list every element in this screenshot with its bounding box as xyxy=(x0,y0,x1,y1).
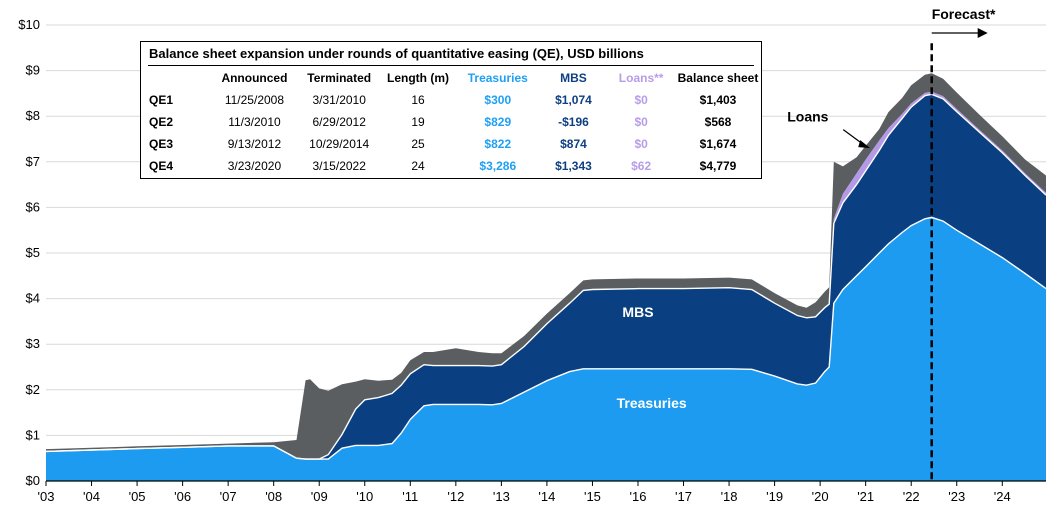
header-terminated: Terminated xyxy=(307,71,372,85)
row-label: QE2 xyxy=(149,115,174,129)
cell-loans: $0 xyxy=(634,115,648,129)
y-tick-label: $4 xyxy=(26,291,40,306)
table-title: Balance sheet expansion under rounds of … xyxy=(149,46,644,61)
forecast-annotation: Forecast* xyxy=(932,6,996,22)
qe-table-grid: Announced Terminated Length (m) Treasuri… xyxy=(149,67,761,177)
cell-treasuries: $3,286 xyxy=(479,159,517,173)
x-tick-label: '19 xyxy=(766,489,783,504)
row-label: QE1 xyxy=(149,93,174,107)
y-tick-label: $2 xyxy=(26,382,40,397)
x-tick-label: '13 xyxy=(493,489,510,504)
cell-mbs: $874 xyxy=(560,137,587,151)
cell-loans: $62 xyxy=(631,159,652,173)
cell-balance-sheet: $1,403 xyxy=(699,93,737,107)
y-tick-label: $10 xyxy=(18,17,40,32)
x-tick-label: '14 xyxy=(538,489,555,504)
x-tick-label: '05 xyxy=(129,489,146,504)
annotations: Loans Forecast* xyxy=(787,6,996,481)
x-tick-label: '17 xyxy=(675,489,692,504)
table-header-row: Announced Terminated Length (m) Treasuri… xyxy=(149,67,761,89)
area-label-mbs: MBS xyxy=(622,304,653,320)
table-row: QE1 11/25/2008 3/31/2010 16 $300 $1,074 … xyxy=(149,89,761,111)
x-tick-label: '18 xyxy=(721,489,738,504)
x-tick-label: '22 xyxy=(903,489,920,504)
cell-length: 24 xyxy=(411,159,425,173)
area-label-treasuries: Treasuries xyxy=(617,395,687,411)
header-loans: Loans** xyxy=(618,71,664,85)
cell-terminated: 6/29/2012 xyxy=(312,115,366,129)
x-tick-label: '08 xyxy=(265,489,282,504)
x-tick-label: '15 xyxy=(584,489,601,504)
area-treasuries xyxy=(46,217,1046,481)
cell-treasuries: $822 xyxy=(484,137,512,151)
axes xyxy=(45,480,1046,486)
cell-mbs: -$196 xyxy=(558,115,589,129)
cell-loans: $0 xyxy=(634,137,648,151)
area-mbs xyxy=(46,94,1046,460)
header-treasuries: Treasuries xyxy=(467,71,528,85)
header-mbs: MBS xyxy=(560,71,587,85)
row-label: QE3 xyxy=(149,137,174,151)
table-divider xyxy=(148,65,754,66)
forecast-arrow-head xyxy=(977,28,988,38)
cell-loans: $0 xyxy=(634,93,648,107)
x-tick-label: '20 xyxy=(812,489,829,504)
header-cell xyxy=(149,67,211,89)
x-tick-label: '09 xyxy=(311,489,328,504)
table-row: QE4 3/23/2020 3/15/2022 24 $3,286 $1,343… xyxy=(149,155,761,177)
table-row: QE3 9/13/2012 10/29/2014 25 $822 $874 $0… xyxy=(149,133,761,155)
x-tick-label: '16 xyxy=(630,489,647,504)
cell-announced: 9/13/2012 xyxy=(227,137,282,151)
cell-terminated: 3/15/2022 xyxy=(312,159,366,173)
series-boundary-line xyxy=(45,93,1047,460)
x-tick-label: '12 xyxy=(447,489,464,504)
x-tick-label: '06 xyxy=(174,489,191,504)
x-tick-label: '10 xyxy=(356,489,373,504)
cell-announced: 3/23/2020 xyxy=(227,159,282,173)
y-tick-label: $9 xyxy=(26,63,40,78)
area-labels: MBS Treasuries xyxy=(617,304,687,411)
cell-length: 25 xyxy=(411,137,425,151)
cell-balance-sheet: $4,779 xyxy=(699,159,737,173)
cell-mbs: $1,074 xyxy=(555,93,592,107)
x-tick-label: '23 xyxy=(948,489,965,504)
x-tick-label: '04 xyxy=(83,489,100,504)
cell-balance-sheet: $1,674 xyxy=(699,137,737,151)
cell-treasuries: $300 xyxy=(484,93,512,107)
x-tick-label: '24 xyxy=(994,489,1011,504)
y-tick-label: $7 xyxy=(26,154,40,169)
y-tick-label: $8 xyxy=(26,108,40,123)
header-balance-sheet: Balance sheet xyxy=(677,71,759,85)
cell-terminated: 10/29/2014 xyxy=(309,137,370,151)
x-tick-label: '03 xyxy=(38,489,55,504)
y-axis-tick-labels: $0 $1 $2 $3 $4 $5 $6 $7 $8 $9 $10 xyxy=(18,17,40,488)
loans-arrow-head xyxy=(858,140,871,149)
table-row: QE2 11/3/2010 6/29/2012 19 $829 -$196 $0… xyxy=(149,111,761,133)
header-announced: Announced xyxy=(221,71,288,85)
x-tick-label: '21 xyxy=(857,489,874,504)
cell-treasuries: $829 xyxy=(484,115,512,129)
x-axis-tick-labels: '03 '04 '05 '06 '07 '08 '09 '10 '11 '12 '13 '14 '15 '… xyxy=(38,489,1011,504)
cell-length: 16 xyxy=(411,93,425,107)
cell-announced: 11/25/2008 xyxy=(224,93,285,107)
cell-announced: 11/3/2010 xyxy=(228,115,281,129)
row-label: QE4 xyxy=(149,159,174,173)
loans-annotation: Loans xyxy=(787,109,828,125)
cell-length: 19 xyxy=(411,115,425,129)
y-tick-label: $1 xyxy=(26,427,40,442)
y-tick-label: $0 xyxy=(26,473,40,488)
y-tick-label: $5 xyxy=(26,245,40,260)
y-tick-label: $6 xyxy=(26,199,40,214)
cell-terminated: 3/31/2010 xyxy=(312,93,366,107)
qe-summary-table: Balance sheet expansion under rounds of … xyxy=(140,41,762,179)
x-tick-label: '11 xyxy=(402,489,418,504)
x-tick-label: '07 xyxy=(220,489,237,504)
y-tick-label: $3 xyxy=(26,336,40,351)
cell-mbs: $1,343 xyxy=(555,159,592,173)
stacked-areas xyxy=(45,73,1047,481)
header-length: Length (m) xyxy=(387,71,449,85)
cell-balance-sheet: $568 xyxy=(704,115,732,129)
